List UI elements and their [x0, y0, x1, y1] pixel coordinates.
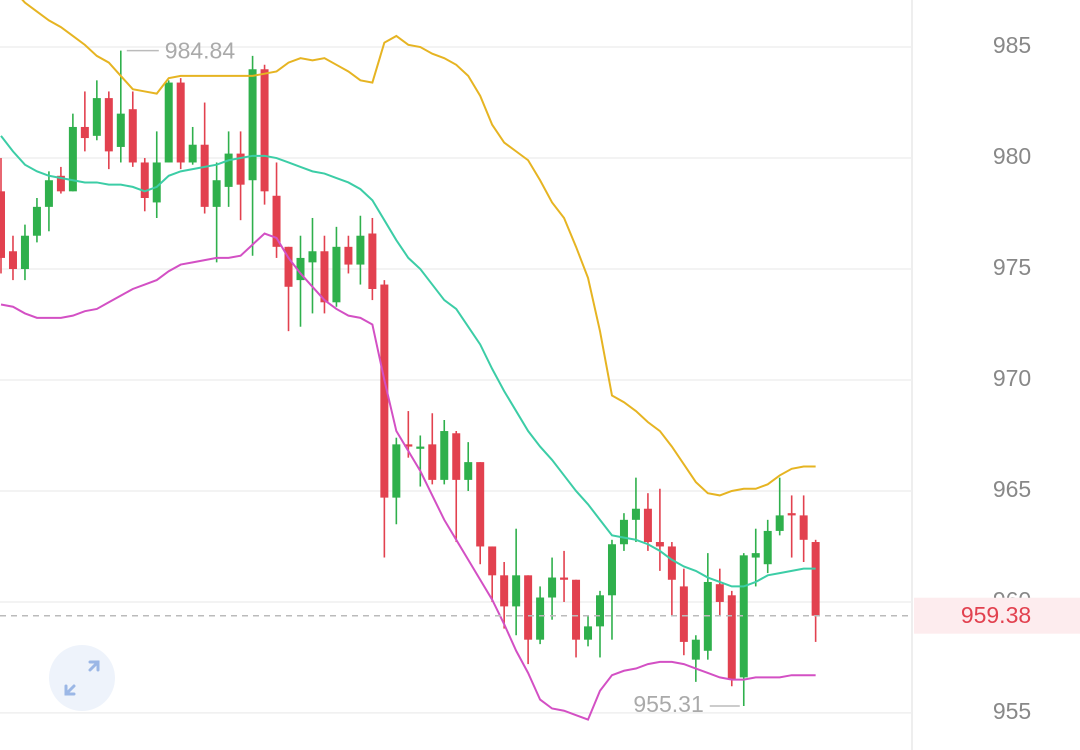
- candle-body: [560, 577, 569, 580]
- candle-body: [404, 444, 413, 447]
- candle-body: [20, 235, 29, 270]
- candle-body: [488, 546, 497, 576]
- candle-body: [176, 82, 185, 163]
- candle-body: [667, 546, 676, 580]
- candle-body: [416, 446, 425, 449]
- candle-body: [715, 584, 724, 602]
- candle-body: [140, 162, 149, 198]
- candle-body: [799, 515, 808, 540]
- candle-body: [260, 69, 269, 192]
- candle-body: [320, 251, 329, 303]
- candle-body: [536, 597, 545, 640]
- y-tick-label: 965: [993, 476, 1031, 502]
- candle-body: [0, 191, 5, 258]
- candle-body: [152, 162, 161, 203]
- candle-body: [116, 113, 125, 147]
- expand-icon[interactable]: [64, 660, 100, 696]
- candle-body: [212, 180, 221, 207]
- band-lower: [0, 232, 816, 721]
- candle-body: [32, 206, 41, 236]
- candle-body: [751, 553, 760, 558]
- y-tick-label: 985: [993, 32, 1031, 58]
- band-middle: [0, 135, 816, 588]
- candle-body: [655, 542, 664, 547]
- candle-body: [272, 195, 281, 247]
- candle-body: [8, 251, 17, 270]
- candle-body: [296, 257, 305, 281]
- candle-body: [368, 233, 377, 289]
- candle-body: [619, 519, 628, 545]
- min-label: 955.31: [633, 691, 703, 717]
- candle-body: [512, 575, 521, 607]
- candle-body: [787, 513, 796, 516]
- candle-body: [392, 444, 401, 498]
- candle-body: [380, 284, 389, 498]
- candle-body: [68, 126, 77, 192]
- candle-body: [476, 462, 485, 547]
- last-price-label: 959.38: [961, 602, 1031, 628]
- y-tick-label: 980: [993, 143, 1031, 169]
- candle-body: [607, 544, 616, 596]
- candle-body: [56, 175, 65, 192]
- candle-body: [811, 542, 820, 616]
- candle-body: [236, 153, 245, 185]
- candle-body: [548, 577, 557, 598]
- candle-body: [584, 626, 593, 640]
- expand-button-bg[interactable]: [49, 645, 115, 711]
- candle-body: [164, 82, 173, 163]
- candle-body: [44, 180, 53, 207]
- y-tick-label: 975: [993, 254, 1031, 280]
- candle-body: [631, 508, 640, 520]
- last-price-box: [914, 597, 1080, 634]
- candle-body: [440, 431, 449, 480]
- candle-body: [500, 575, 509, 607]
- candle-body: [775, 515, 784, 531]
- candle-body: [763, 530, 772, 565]
- candle-body: [224, 153, 233, 187]
- candle-body: [727, 595, 736, 680]
- candle-body: [572, 579, 581, 640]
- candle-body: [643, 508, 652, 543]
- y-tick-label: 955: [993, 698, 1031, 724]
- candle-body: [128, 109, 137, 163]
- candle-body: [104, 98, 113, 152]
- candles: [0, 50, 820, 707]
- candle-body: [80, 126, 89, 139]
- candle-body: [679, 586, 688, 642]
- candle-body: [344, 246, 353, 265]
- candle-body: [200, 144, 209, 207]
- candle-body: [524, 575, 533, 640]
- candle-body: [188, 144, 197, 163]
- y-tick-label: 970: [993, 365, 1031, 391]
- candle-body: [308, 251, 317, 263]
- candle-body: [596, 595, 604, 627]
- candle-body: [248, 69, 257, 181]
- max-label: 984.84: [165, 38, 236, 64]
- candle-body: [356, 235, 365, 265]
- candle-body: [464, 462, 473, 480]
- candle-body: [92, 98, 101, 136]
- candle-body: [739, 555, 748, 678]
- candle-body: [452, 433, 461, 480]
- band-upper: [21, 0, 816, 497]
- candle-body: [284, 246, 293, 287]
- candle-body: [691, 639, 700, 660]
- candle-body: [428, 444, 437, 480]
- expand-button[interactable]: [49, 645, 115, 711]
- candle-body: [332, 246, 341, 303]
